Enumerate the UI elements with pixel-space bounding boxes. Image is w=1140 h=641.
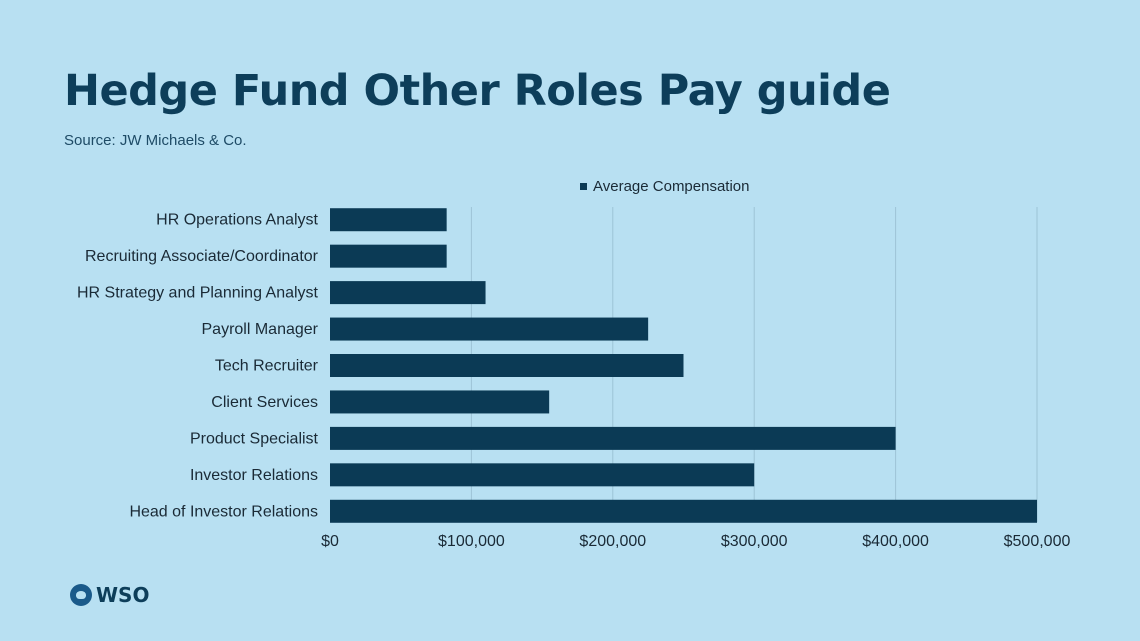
category-label: Tech Recruiter [215,358,319,375]
category-label: Recruiting Associate/Coordinator [85,248,319,265]
bar [330,244,447,268]
category-label: Product Specialist [190,430,319,447]
x-tick-label: $100,000 [438,533,505,550]
category-label: Payroll Manager [202,321,319,338]
category-label: HR Operations Analyst [156,212,318,229]
bar [330,426,896,450]
x-tick-label: $200,000 [579,533,646,550]
logo-text: WSO [96,583,150,607]
x-tick-label: $300,000 [721,533,788,550]
chart-legend: Average Compensation [580,178,750,195]
bar [330,317,649,341]
bar [330,354,684,377]
bar [330,208,447,232]
wso-logo: WSO [70,583,149,607]
x-tick-label: $400,000 [862,533,929,550]
category-label: HR Strategy and Planning Analyst [77,285,319,302]
category-label: Client Services [211,394,318,411]
category-label: Head of Investor Relations [129,503,318,520]
chart-source: Source: JW Michaels & Co. [64,132,247,149]
bar [330,390,550,414]
category-labels: HR Operations Analyst Recruiting Associat… [77,212,319,521]
legend-label: Average Compensation [593,178,750,195]
bar [330,499,1037,523]
chart-title: Hedge Fund Other Roles Pay guide [64,66,891,116]
logo-icon [70,584,92,606]
bar [330,463,755,487]
x-tick-labels: $0 $100,000 $200,000 $300,000 $400,000 $500,0… [321,533,1070,550]
x-tick-label: $500,000 [1004,533,1071,550]
category-label: Investor Relations [190,467,318,484]
bar [330,281,486,305]
legend-swatch [580,183,587,190]
bars [330,208,1037,523]
x-tick-label: $0 [321,533,339,550]
